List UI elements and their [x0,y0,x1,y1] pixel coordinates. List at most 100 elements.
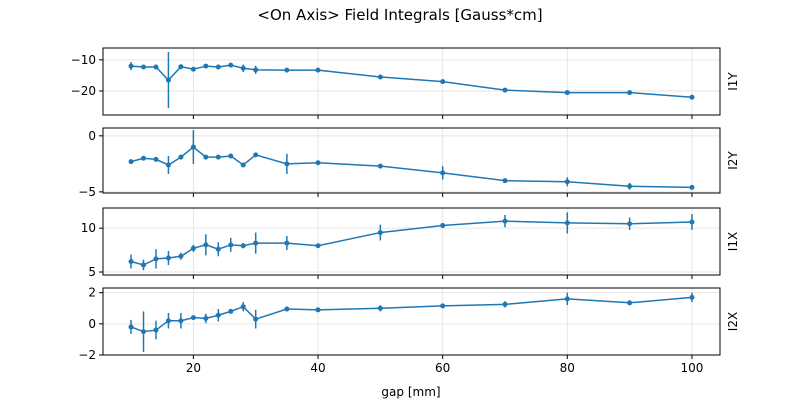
data-point [215,246,221,252]
y-axis-label: I2X [726,312,740,331]
data-point [440,303,446,309]
series-line [130,64,693,98]
data-point [689,184,695,190]
data-point [315,243,321,249]
x-axis-label: gap [mm] [381,385,440,399]
y-axis-label: I1X [726,232,740,251]
data-point [153,256,159,262]
data-point [253,152,259,158]
data-point [240,243,246,249]
y-tick-label: −5 [78,185,96,199]
data-point [128,324,134,330]
data-point [284,240,290,246]
data-point [253,67,259,73]
data-point [165,162,171,168]
data-point [627,183,633,189]
x-tick-label: 100 [681,361,704,375]
axes-frame [102,127,721,194]
data-point [315,67,321,73]
data-point [203,315,209,321]
data-point [178,64,184,70]
data-point [153,156,159,162]
data-point [689,219,695,225]
data-point [190,66,196,72]
chart-title: <On Axis> Field Integrals [Gauss*cm] [257,6,542,24]
data-point [440,170,446,176]
data-point [240,162,246,168]
data-point [253,240,259,246]
x-tick-label: 60 [435,361,450,375]
data-point [377,74,383,80]
data-point [627,221,633,227]
data-point [178,253,184,259]
y-tick-label: 0 [88,317,96,331]
data-point [190,315,196,321]
data-point [215,64,221,70]
data-point [253,316,259,322]
data-point [315,160,321,166]
data-point [203,63,209,69]
data-point [153,327,159,333]
data-point [440,79,446,85]
data-point [315,307,321,313]
axes-frame [102,207,721,276]
data-point [502,301,508,307]
data-point [190,144,196,150]
data-point [564,90,570,96]
y-tick-label: −2 [78,348,96,362]
data-point [284,161,290,167]
data-point [215,312,221,318]
data-point [564,179,570,185]
data-point [178,318,184,324]
panel-i1y: −10 −20 I1Y [71,47,740,119]
axes-frame [102,47,721,116]
data-point [228,242,234,248]
data-point [502,218,508,224]
series-line [130,296,693,333]
data-point [564,296,570,302]
data-point [215,154,221,160]
data-point [165,318,171,324]
data-point [153,64,159,70]
data-point [502,178,508,184]
data-point [627,90,633,96]
y-tick-label: −10 [71,53,96,67]
data-point [627,300,633,306]
data-point [228,62,234,68]
data-point [141,155,147,161]
data-point [128,63,134,69]
data-point [240,65,246,71]
y-tick-label: −20 [71,84,96,98]
data-point [689,94,695,100]
y-axis-label: I1Y [726,72,740,91]
axes-frame [102,287,721,356]
data-point [141,262,147,268]
data-point [203,154,209,160]
data-point [440,223,446,229]
y-tick-label: 2 [88,286,96,300]
data-point [141,329,147,335]
data-point [228,153,234,159]
data-point [190,245,196,251]
data-point [689,294,695,300]
data-point [128,159,134,165]
panel-i2y: 0 −5 I2Y [78,127,740,199]
data-point [564,220,570,226]
data-point [377,163,383,169]
data-point [240,304,246,310]
data-point [377,305,383,311]
data-point [284,306,290,312]
series-line [130,146,692,189]
y-tick-label: 0 [88,129,96,143]
data-point [377,230,383,236]
data-point [502,87,508,93]
y-axis-label: I2Y [726,151,740,170]
data-point [284,67,290,73]
y-tick-label: 10 [81,221,96,235]
x-tick-label: 20 [186,361,201,375]
data-point [178,154,184,160]
y-tick-label: 5 [88,265,96,279]
